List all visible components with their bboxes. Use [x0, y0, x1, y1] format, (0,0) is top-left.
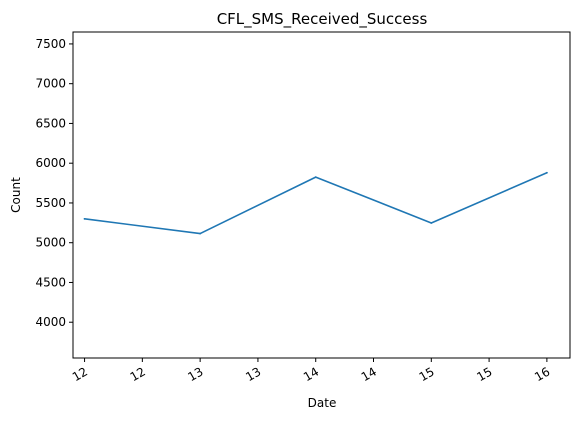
y-tick-label: 5500 — [35, 196, 66, 210]
x-axis-label: Date — [308, 396, 337, 410]
y-tick-label: 4500 — [35, 275, 66, 289]
x-tick-label: 12 — [128, 364, 148, 384]
plot-area-frame — [72, 31, 571, 359]
x-tick-label: 13 — [243, 364, 263, 384]
data-point — [314, 176, 317, 179]
x-tick-label: 14 — [301, 364, 321, 384]
x-tick-label: 13 — [185, 364, 205, 384]
x-tick-label: 15 — [474, 364, 494, 384]
data-point — [83, 217, 86, 220]
x-tick-label: 12 — [70, 364, 90, 384]
x-axis: 12 12 13 13 14 14 15 15 16 — [70, 358, 552, 384]
x-tick-label: 16 — [532, 364, 552, 384]
y-axis: 4000 4500 5000 5500 6000 6500 7000 7500 — [35, 37, 73, 329]
data-point — [545, 171, 548, 174]
data-point — [430, 222, 433, 224]
y-tick-label: 6000 — [35, 156, 66, 170]
x-tick-label: 15 — [417, 364, 437, 384]
y-tick-label: 7000 — [35, 77, 66, 91]
chart-title: CFL_SMS_Received_Success — [217, 10, 428, 29]
y-tick-label: 5000 — [35, 236, 66, 250]
y-tick-label: 7500 — [35, 37, 66, 51]
data-point — [199, 232, 202, 235]
x-tick-label: 14 — [359, 364, 379, 384]
y-tick-label: 4000 — [35, 315, 66, 329]
series-layer — [83, 171, 548, 235]
y-tick-label: 6500 — [35, 116, 66, 130]
y-axis-label: Count — [9, 177, 23, 213]
